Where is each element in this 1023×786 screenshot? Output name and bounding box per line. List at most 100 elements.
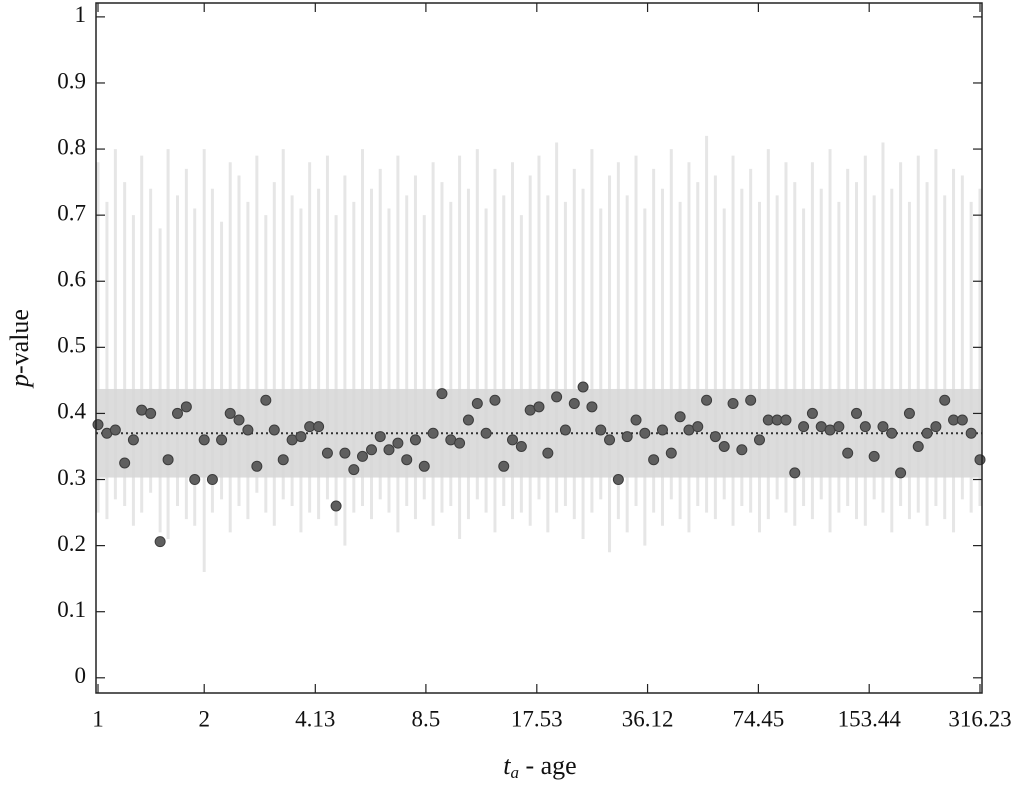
data-point	[806, 407, 818, 419]
data-point	[842, 447, 854, 459]
data-point	[604, 434, 616, 446]
data-point	[559, 424, 571, 436]
data-point	[224, 407, 236, 419]
x-axis-label: ta - age	[503, 751, 576, 782]
data-point	[92, 419, 104, 431]
x-tick-label: 2	[198, 706, 210, 731]
y-tick-label: 1	[75, 2, 87, 27]
data-point	[798, 421, 810, 433]
data-point	[268, 424, 280, 436]
data-point	[348, 464, 360, 476]
y-tick-label: 0.4	[57, 399, 86, 424]
data-point	[718, 440, 730, 452]
plot-frame	[95, 2, 983, 694]
data-point	[154, 536, 166, 548]
data-point	[189, 474, 201, 486]
y-tick-label: 0.7	[57, 200, 86, 225]
x-tick-label: 74.45	[733, 706, 785, 731]
data-point	[401, 454, 413, 466]
data-point	[480, 427, 492, 439]
y-tick-label: 0.3	[57, 465, 86, 490]
data-point	[930, 421, 942, 433]
data-point	[701, 394, 713, 406]
y-tick-label: 0.5	[57, 333, 86, 358]
x-label-symbol: t	[503, 751, 511, 780]
data-point	[418, 460, 430, 472]
data-point	[753, 434, 765, 446]
data-point	[489, 394, 501, 406]
data-point	[939, 394, 951, 406]
data-point	[877, 421, 889, 433]
y-tick-label: 0.6	[57, 267, 86, 292]
data-point	[895, 467, 907, 479]
data-point	[507, 434, 519, 446]
data-point	[630, 414, 642, 426]
y-tick-label: 0.8	[57, 134, 86, 159]
data-point	[498, 460, 510, 472]
data-point	[903, 407, 915, 419]
data-point	[374, 431, 386, 443]
data-point	[639, 427, 651, 439]
data-point	[542, 447, 554, 459]
data-point	[357, 450, 369, 462]
data-point	[586, 401, 598, 413]
data-point	[339, 447, 351, 459]
data-point	[515, 440, 527, 452]
data-point	[145, 407, 157, 419]
data-point	[974, 454, 986, 466]
data-point	[242, 424, 254, 436]
data-point	[612, 474, 624, 486]
data-point	[409, 434, 421, 446]
data-point	[462, 414, 474, 426]
data-point	[956, 414, 968, 426]
data-point	[912, 440, 924, 452]
data-point	[648, 454, 660, 466]
data-point	[330, 500, 342, 512]
data-point	[692, 421, 704, 433]
data-point	[833, 421, 845, 433]
data-point	[656, 424, 668, 436]
data-point	[119, 457, 131, 469]
data-point	[454, 437, 466, 449]
y-label-symbol: p	[5, 374, 34, 389]
data-point	[392, 437, 404, 449]
data-point	[436, 388, 448, 400]
y-tick-label: 0.9	[57, 68, 86, 93]
data-point	[921, 427, 933, 439]
data-point	[321, 447, 333, 459]
data-point	[198, 434, 210, 446]
data-point	[709, 431, 721, 443]
data-point	[427, 427, 439, 439]
y-tick-label: 0	[75, 663, 87, 688]
data-point	[568, 398, 580, 410]
data-point	[533, 401, 545, 413]
data-point	[295, 431, 307, 443]
data-point	[127, 434, 139, 446]
data-point	[745, 394, 757, 406]
data-point	[727, 398, 739, 410]
data-point	[965, 427, 977, 439]
x-tick-label: 36.12	[622, 706, 674, 731]
data-point	[277, 454, 289, 466]
data-point	[789, 467, 801, 479]
data-point	[216, 434, 228, 446]
data-point	[471, 398, 483, 410]
x-tick-label: 17.53	[511, 706, 563, 731]
data-point	[665, 447, 677, 459]
data-point	[859, 421, 871, 433]
x-tick-label: 153.44	[838, 706, 902, 731]
data-point	[577, 381, 589, 393]
data-point	[251, 460, 263, 472]
data-point	[162, 454, 174, 466]
data-point	[551, 391, 563, 403]
x-label-text: - age	[519, 751, 577, 780]
y-tick-label: 0.1	[57, 597, 86, 622]
data-point	[736, 444, 748, 456]
data-point	[233, 414, 245, 426]
x-tick-label: 8.5	[412, 706, 441, 731]
x-tick-label: 316.23	[948, 706, 1011, 731]
data-point	[260, 394, 272, 406]
data-point	[109, 424, 121, 436]
